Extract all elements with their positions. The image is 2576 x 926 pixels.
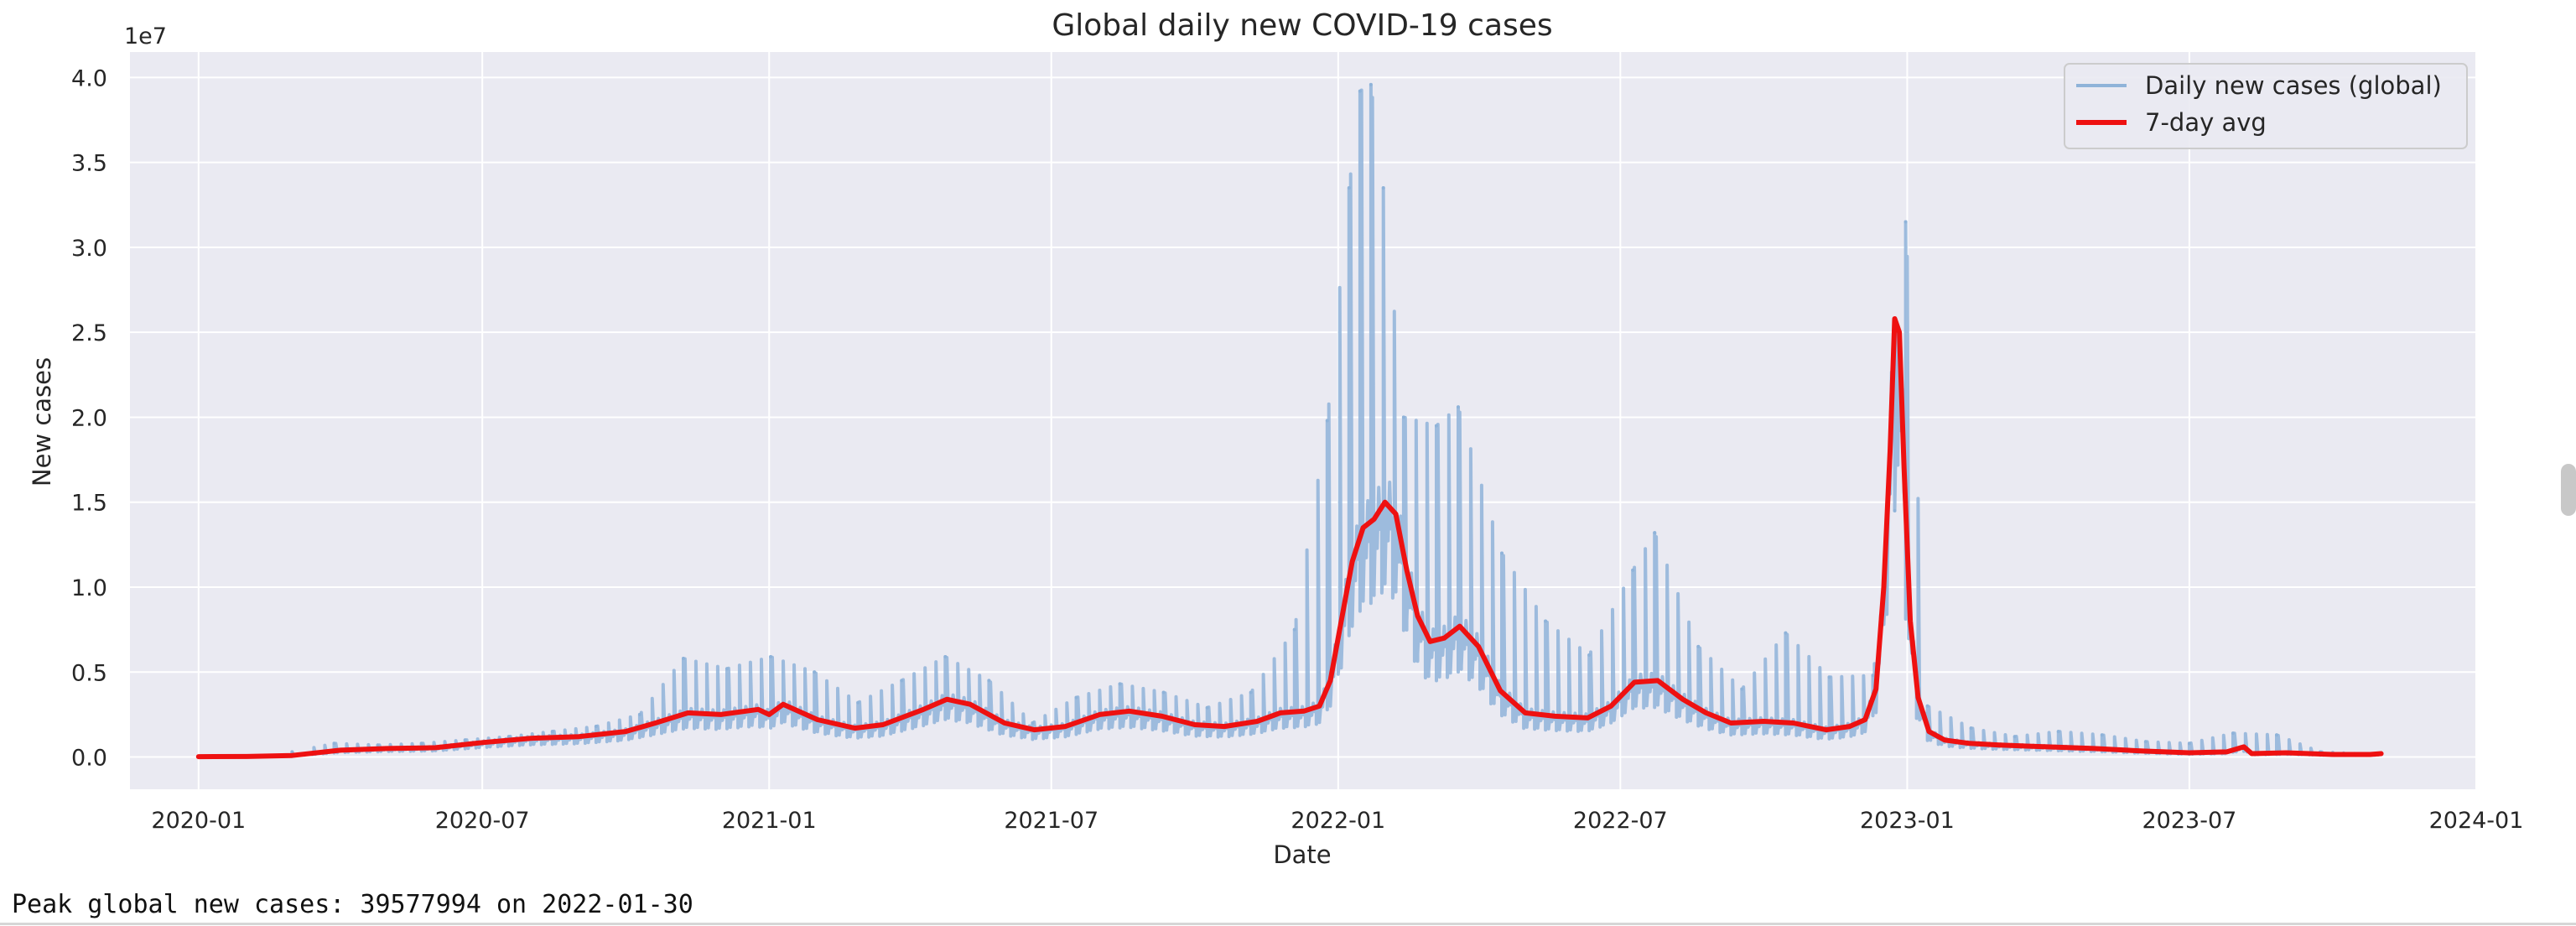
- x-tick-label: 2023-07: [2142, 808, 2237, 834]
- daily-cases-point: [1434, 424, 1438, 428]
- y-tick-label: 1.0: [71, 575, 107, 601]
- daily-cases-point: [900, 679, 904, 683]
- y-tick-label: 3.5: [71, 151, 107, 177]
- daily-cases-point: [681, 657, 685, 661]
- y-tick-label: 0.0: [71, 746, 107, 772]
- daily-cases-point: [769, 655, 773, 659]
- legend-daily-label: Daily new cases (global): [2145, 71, 2442, 100]
- y-tick-label: 4.0: [71, 65, 107, 91]
- y-tick-label: 2.5: [71, 320, 107, 346]
- daily-cases-point: [1740, 687, 1744, 691]
- legend-box: [2064, 63, 2468, 149]
- chart-title: Global daily new COVID-19 cases: [1052, 8, 1552, 43]
- daily-cases-point: [1118, 682, 1122, 686]
- daily-cases-point: [1205, 705, 1209, 710]
- daily-cases-point: [1500, 551, 1504, 555]
- daily-cases-point: [1161, 690, 1166, 694]
- daily-cases-point: [1292, 627, 1296, 632]
- daily-cases-point: [1587, 653, 1592, 657]
- plot-area: [130, 52, 2476, 789]
- daily-cases-point: [2056, 730, 2060, 734]
- daily-cases-point: [1368, 82, 1373, 86]
- y-tick-label: 0.5: [71, 660, 107, 686]
- daily-cases-point: [1871, 674, 1875, 678]
- daily-cases-point: [813, 670, 817, 674]
- daily-cases-point: [550, 730, 554, 734]
- cell-divider: [0, 923, 2576, 925]
- daily-cases-point: [2100, 733, 2104, 737]
- daily-cases-point: [376, 743, 380, 747]
- chart: 2020-01 2020-07 2021-01 2021-07 2022-01 2022-…: [28, 8, 2523, 869]
- daily-cases-point: [1631, 568, 1635, 572]
- daily-cases-point: [1381, 186, 1385, 190]
- daily-cases-point: [1074, 695, 1078, 700]
- daily-cases-point: [1401, 415, 1405, 419]
- daily-cases-point: [1544, 619, 1548, 623]
- daily-cases-point: [1325, 419, 1329, 423]
- x-tick-label: 2020-01: [151, 808, 246, 834]
- daily-cases-point: [987, 679, 991, 683]
- y-axis-label: New cases: [28, 357, 56, 486]
- daily-cases-point: [1031, 721, 1035, 726]
- legend: Daily new cases (global) 7-day avg: [2064, 63, 2468, 149]
- daily-cases-point: [1893, 508, 1897, 512]
- daily-cases-point: [1249, 690, 1253, 694]
- x-tick-label: 2020-07: [435, 808, 530, 834]
- y-tick-label: 3.0: [71, 236, 107, 262]
- daily-cases-point: [943, 655, 948, 659]
- daily-cases-point: [2012, 735, 2017, 739]
- x-tick-label: 2024-01: [2429, 808, 2524, 834]
- daily-cases-point: [1456, 405, 1460, 409]
- x-tick-label: 2021-07: [1004, 808, 1098, 834]
- x-tick-label: 2021-01: [722, 808, 817, 834]
- x-tick-label: 2022-07: [1573, 808, 1668, 834]
- daily-cases-point: [2231, 731, 2235, 736]
- daily-cases-point: [594, 725, 598, 729]
- daily-cases-point: [1925, 704, 1929, 708]
- daily-cases-point: [1347, 186, 1351, 190]
- grid: [130, 52, 2477, 789]
- x-tick-label: 2022-01: [1291, 808, 1385, 834]
- x-axis-label: Date: [1273, 840, 1331, 869]
- daily-cases-point: [1653, 531, 1657, 535]
- daily-cases-point: [463, 738, 467, 742]
- daily-cases-point: [1358, 89, 1362, 93]
- daily-cases-point: [332, 741, 336, 746]
- x-tick-labels: 2020-01 2020-07 2021-01 2021-07 2022-01 2022-…: [151, 808, 2523, 834]
- y-tick-labels: 0.0 0.5 1.0 1.5 2.0 2.5 3.0 3.5 4.0: [71, 65, 107, 771]
- x-tick-label: 2023-01: [1860, 808, 1955, 834]
- daily-cases-point: [506, 735, 511, 739]
- daily-cases-point: [1969, 726, 1973, 731]
- y-tick-label: 1.5: [71, 491, 107, 517]
- daily-cases-point: [419, 741, 423, 746]
- scrollbar-handle[interactable]: [2561, 464, 2576, 516]
- legend-avg-label: 7-day avg: [2145, 108, 2267, 137]
- peak-output-text: Peak global new cases: 39577994 on 2022-…: [12, 890, 693, 919]
- daily-cases-point: [2143, 740, 2148, 744]
- daily-cases-point: [856, 700, 860, 705]
- daily-cases-point: [1784, 631, 1788, 635]
- y-axis-multiplier: 1e7: [124, 23, 167, 49]
- daily-cases-point: [637, 712, 641, 716]
- daily-cases-point: [1903, 220, 1908, 224]
- y-tick-label: 2.0: [71, 405, 107, 431]
- daily-cases-point: [2187, 741, 2191, 746]
- daily-cases-point: [2275, 733, 2279, 737]
- daily-cases-point: [1696, 644, 1701, 648]
- daily-cases-point: [1827, 675, 1831, 679]
- daily-cases-point: [290, 750, 294, 754]
- seven-day-avg-line: [195, 316, 2384, 760]
- daily-cases-point: [725, 667, 730, 671]
